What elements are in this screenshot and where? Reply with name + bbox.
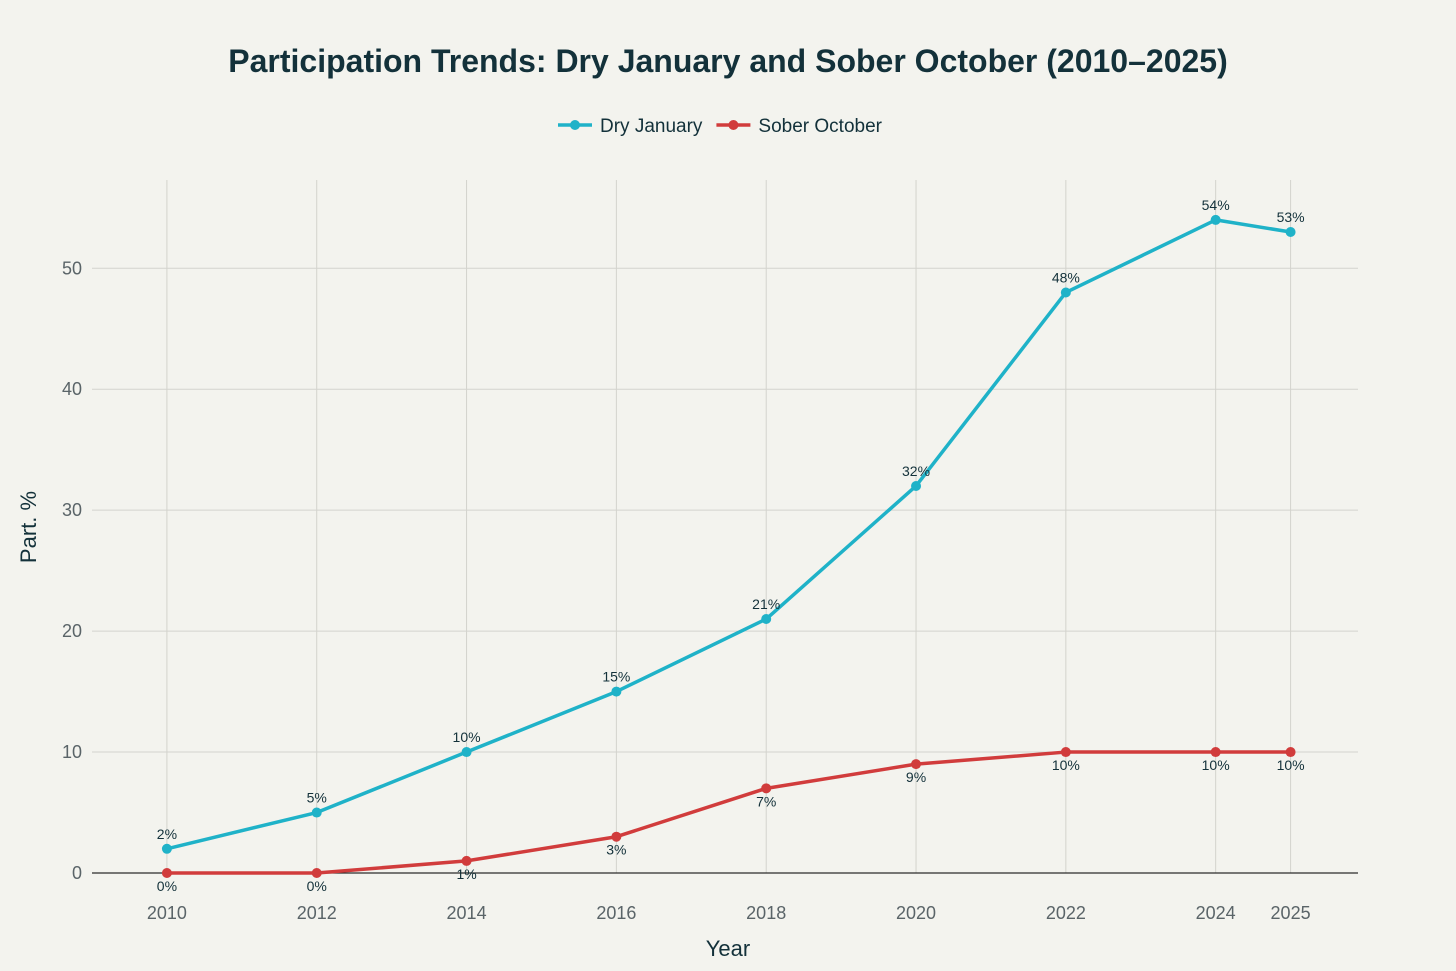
x-tick-label: 2014 [447, 903, 487, 923]
y-tick-label: 40 [62, 379, 82, 399]
sober-october-data-label: 10% [1277, 757, 1305, 773]
sober-october-point [1060, 747, 1071, 758]
sober-october-point [611, 831, 622, 842]
sober-october-data-label: 10% [1202, 757, 1230, 773]
x-axis-title: Year [706, 936, 750, 961]
dry-january-legend-marker [570, 120, 580, 130]
x-tick-label: 2024 [1196, 903, 1236, 923]
dry-january-point [161, 843, 172, 854]
sober-october-data-label: 1% [456, 866, 476, 882]
series-group [161, 214, 1296, 878]
y-tick-label: 20 [62, 621, 82, 641]
sober-october-legend-label: Sober October [758, 116, 882, 137]
dry-january-data-label: 32% [902, 463, 930, 479]
chart-title: Participation Trends: Dry January and So… [228, 43, 1227, 79]
sober-october-point [461, 855, 472, 866]
x-tick-label: 2010 [147, 903, 187, 923]
dry-january-point [611, 686, 622, 697]
legend: Dry January Sober October [558, 116, 883, 137]
sober-october-line [166, 750, 1291, 875]
dry-january-data-label: 15% [602, 669, 630, 685]
sober-october-data-label: 0% [157, 878, 177, 894]
dry-january-data-label: 5% [307, 790, 327, 806]
y-axis-title: Part. % [16, 491, 41, 563]
x-tick-label: 2012 [297, 903, 337, 923]
dry-january-data-label: 2% [157, 826, 177, 842]
dry-january-data-label: 54% [1202, 197, 1230, 213]
sober-october-data-label: 0% [307, 878, 327, 894]
x-tick-label: 2018 [746, 903, 786, 923]
dry-january-line [166, 218, 1291, 851]
y-tick-label: 30 [62, 500, 82, 520]
sober-october-point [1285, 747, 1296, 758]
dry-january-data-label: 53% [1277, 209, 1305, 225]
sober-october-data-label: 7% [756, 793, 776, 809]
dry-january-point [761, 614, 772, 625]
x-tick-label: 2016 [596, 903, 636, 923]
sober-october-point [311, 868, 322, 878]
sober-october-point [761, 783, 772, 794]
dry-january-point [911, 480, 922, 491]
data-labels: 2% 5% 10% 15% 21% 32% 48% 54% 53% 0% 0% 1% 3% 7% 9% 10%… [157, 197, 1305, 894]
sober-october-data-label: 3% [606, 842, 626, 858]
dry-january-data-label: 21% [752, 596, 780, 612]
dry-january-point [311, 807, 322, 818]
y-tick-label: 50 [62, 258, 82, 278]
x-tick-label: 2025 [1271, 903, 1311, 923]
dry-january-point [1210, 214, 1221, 225]
dry-january-data-label: 10% [453, 729, 481, 745]
y-tick-label: 10 [62, 742, 82, 762]
sober-october-data-label: 10% [1052, 757, 1080, 773]
dry-january-legend-label: Dry January [600, 116, 703, 137]
x-tick-label: 2020 [896, 903, 936, 923]
dry-january-point [1060, 287, 1071, 298]
sober-october-data-label: 9% [906, 769, 926, 785]
x-tick-label: 2022 [1046, 903, 1086, 923]
dry-january-point [1285, 227, 1296, 238]
sober-october-legend-marker [728, 120, 739, 130]
dry-january-data-label: 48% [1052, 269, 1080, 285]
sober-october-point [1210, 747, 1221, 758]
gridlines: 2010 2012 2014 2016 2018 2020 2022 2024 2025 0 10 2… [62, 180, 1358, 923]
sober-october-point [911, 759, 922, 770]
dry-january-point [461, 747, 472, 758]
y-tick-label: 0 [72, 863, 82, 883]
sober-october-point [161, 868, 172, 878]
